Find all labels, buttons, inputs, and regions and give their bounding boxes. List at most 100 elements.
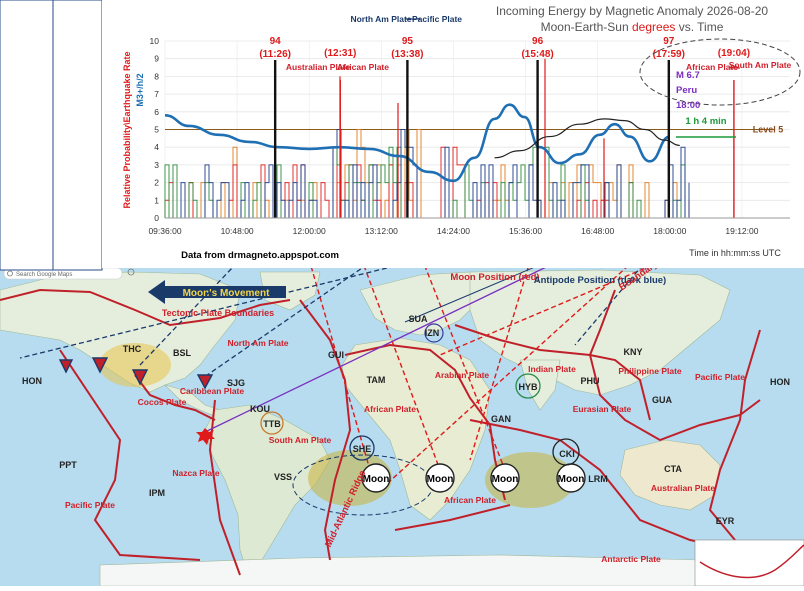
moon-line	[349, 227, 441, 471]
plate-boundary-line	[59, 349, 201, 561]
volcano-triangle-icon	[91, 357, 109, 374]
y-tick-label: 8	[154, 71, 159, 81]
plate-label: Caribbean Plate	[180, 386, 245, 396]
earthquake-marker-label: 97	[663, 36, 675, 47]
annotation-african-plate-2: African Plate	[686, 62, 738, 72]
earthquake-marker-time: (15:48)	[521, 49, 553, 60]
data-source-label: Data from drmagneto.appspot.com	[181, 250, 339, 261]
plate-boundary-line	[708, 329, 761, 541]
moon-line	[409, 227, 506, 471]
y-tick-label: 0	[154, 213, 159, 223]
station-code: PHU	[580, 376, 599, 386]
magnitude-time-label: 18:00	[676, 100, 700, 111]
plate-labels: North Am Plate Caribbean Plate Cocos Pla…	[65, 338, 745, 564]
chart-subtitle: Moon-Earth-Sun degrees vs. Time	[541, 20, 724, 34]
plate-boundary-line	[299, 299, 352, 561]
station-code: SHE	[353, 444, 372, 454]
x-tick-label: 12:00:00	[293, 226, 326, 236]
x-tick-label: 19:12:00	[725, 226, 758, 236]
volcano-triangle-icon	[131, 369, 149, 386]
station-code: GUA	[652, 395, 673, 405]
plate-label: African Plate	[364, 404, 416, 414]
annotation-pacific-plate: Pacific Plate	[412, 14, 462, 24]
moon-circle-icon	[361, 463, 391, 493]
earthquake-star-icon	[196, 428, 215, 445]
earthquake-markers: 94 (11:26) (12:31) 95 (13:38) 96 (15:48) 97 (17:…	[259, 36, 750, 218]
world-map: Moon's Movement Moon	[0, 211, 804, 587]
station-code: CTA	[664, 464, 682, 474]
station-code: TTB	[263, 419, 281, 429]
earthquake-marker-time: (13:38)	[391, 49, 423, 60]
tectonic-label: Tectonic Plate Boundaries	[162, 308, 274, 318]
annotation-south-am-plate: South Am Plate	[729, 60, 792, 70]
plate-boundary-line	[344, 343, 506, 501]
station-code: EYR	[716, 516, 735, 526]
plate-label: Cocos Plate	[138, 397, 187, 407]
y-tick-label: 6	[154, 107, 159, 117]
earthquake-marker-label: (19:04)	[718, 48, 750, 59]
y-axis-label: Relative Probability\Earthquake Rate	[122, 51, 132, 208]
inset-curve	[699, 544, 804, 579]
plate-label: Antarctic Plate	[601, 554, 661, 564]
series-line-0	[164, 103, 671, 183]
x-tick-label: 14:24:00	[437, 226, 470, 236]
station-code: HON	[22, 376, 42, 386]
moon-movement-arrow: Moon's Movement	[148, 280, 286, 304]
plate-label: South Am Plate	[269, 435, 332, 445]
plate-label: Australian Plate	[651, 483, 716, 493]
y-tick-label: 9	[154, 54, 159, 64]
earthquake-marker-time: (11:26)	[259, 49, 291, 60]
moon-movement-arrow-shape	[148, 280, 286, 304]
station-code: BSL	[173, 348, 192, 358]
station-code: KOU	[250, 404, 270, 414]
map-search-box[interactable]: Search Google Maps	[3, 267, 123, 280]
moon-circle-icon	[425, 463, 455, 493]
chart-series	[164, 103, 680, 183]
x-axis-label: Time in hh:mm:ss UTC	[689, 248, 781, 258]
station-ring-icon	[349, 435, 375, 461]
station-code: SUA	[408, 314, 428, 324]
x-tick-label: 13:12:00	[365, 226, 398, 236]
australia-land	[619, 439, 721, 511]
y-tick-label: 2	[154, 178, 159, 188]
y-axis-label-secondary: M3+/h/2	[135, 73, 145, 106]
chart-axes: 0 1 2 3 4 5 6 7 8 9 10 09:36:00 10:48:00 12:00:00 13:1…	[148, 36, 790, 236]
y-tick-label: 5	[154, 125, 159, 135]
plate-boundary-line	[394, 504, 511, 531]
station-code: TAM	[367, 375, 386, 385]
station-code: IZN	[425, 328, 440, 338]
x-tick-label: 10:48:00	[221, 226, 254, 236]
station-ring-icon	[515, 373, 541, 399]
moon-line	[299, 227, 371, 471]
plate-boundary-line	[0, 288, 291, 327]
moon-label: Moon	[492, 474, 519, 485]
moon-circle-icon	[490, 463, 520, 493]
plate-label: Pacific Plate	[65, 500, 115, 510]
moon-position-label: Moon Position (red)	[450, 272, 539, 283]
moon-position-lines	[299, 227, 741, 491]
moon-label: Moon	[363, 474, 390, 485]
moon-label: Moon	[427, 474, 454, 485]
y-tick-label: 7	[154, 89, 159, 99]
station-code: GUI	[328, 350, 344, 360]
earthquake-marker-label: 94	[270, 36, 282, 47]
station-code: LRM	[588, 474, 608, 484]
x-tick-label: 09:36:00	[148, 226, 181, 236]
station-code: VSS	[274, 472, 292, 482]
map-settings-icon[interactable]	[127, 268, 135, 276]
annotation-north-am-plate: North Am Plate	[350, 14, 411, 24]
plate-boundary-line	[469, 419, 741, 551]
plate-label: Nazca Plate	[172, 468, 220, 478]
chart-subtitle-highlight: degrees	[632, 20, 675, 34]
station-code: IPM	[149, 488, 165, 498]
x-tick-label: 15:36:00	[509, 226, 542, 236]
antipode-label: Antipode Position (dark blue)	[534, 275, 666, 286]
plate-label: Eurasian Plate	[573, 404, 632, 414]
earthquake-marker-time: (17:59)	[653, 49, 685, 60]
chart-subtitle-part: Moon-Earth-Sun	[541, 20, 632, 34]
highlight-ellipse	[639, 38, 801, 106]
inset-chart	[694, 539, 804, 587]
search-placeholder: Search Google Maps	[16, 272, 72, 278]
reference-line-group: Level 5	[165, 125, 783, 135]
side-panel-2	[52, 0, 103, 271]
